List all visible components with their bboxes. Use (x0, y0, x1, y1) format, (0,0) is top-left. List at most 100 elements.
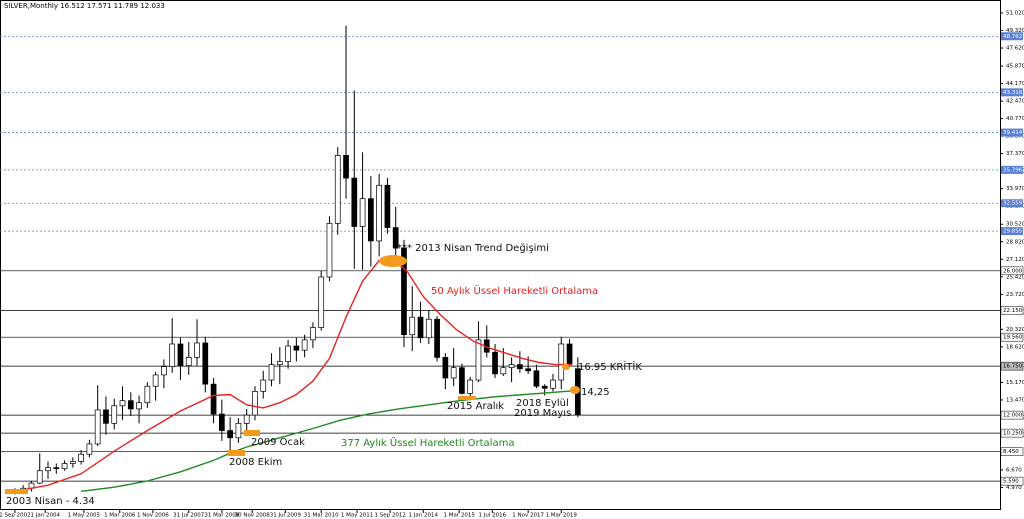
candle-body (541, 385, 548, 389)
x-tick-label: 1 Mar 2015 (443, 513, 475, 519)
level-label: 48.762 (1003, 34, 1022, 40)
x-tick-label: 1 Jan 2014 (409, 513, 439, 519)
candle-body (235, 422, 242, 439)
highlight (5, 489, 28, 494)
candle-body (500, 367, 507, 375)
y-tick-label: 40.770 (1006, 116, 1024, 122)
y-tick-label: 15.170 (1006, 380, 1024, 386)
candle-body (86, 443, 93, 455)
x-tick-label: 1 May 2005 (68, 513, 101, 519)
x-tick-label: 31 Jul 2007 (173, 513, 205, 519)
annotation: 2015 Aralık (447, 401, 504, 412)
candle-body (459, 367, 465, 394)
candle-body (111, 405, 118, 424)
x-tick-label: 1 Jul 2016 (478, 513, 506, 519)
y-tick-label: 18.620 (1006, 344, 1024, 350)
candle-body (152, 374, 159, 387)
x-tick-label: 1 Mar 2019 (546, 513, 578, 519)
candle-body (417, 316, 424, 339)
chart-header: SILVER,Monthly 16.512 17.571 11.789 12.0… (4, 2, 165, 10)
candle-body (78, 453, 84, 462)
y-tick-label: 20.320 (1006, 327, 1024, 333)
level-label-box (1000, 332, 1024, 342)
level-label-box (1000, 361, 1024, 371)
level-label: 22.150 (1003, 308, 1023, 314)
candle-body (285, 345, 291, 362)
highlight (379, 255, 407, 267)
x-tick-label: 31 Mar 2008 (204, 513, 239, 519)
x-tick-label: 1 Nov 2006 (137, 513, 169, 519)
level-label: 12.000 (1003, 413, 1023, 419)
candle-body (36, 470, 43, 484)
level-label: 19.560 (1003, 335, 1023, 341)
candle-body (384, 184, 391, 228)
x-tick-label: 1 May 2011 (341, 513, 373, 519)
candle-body (161, 366, 167, 376)
candle-body (268, 364, 275, 381)
x-tick-label: 1 Jan 2004 (31, 513, 61, 519)
candle-body (144, 385, 151, 404)
annotation: 2009 Ocak (251, 437, 305, 448)
level-label: 10.250 (1003, 431, 1023, 437)
level-label: 35.796 (1003, 167, 1023, 173)
candle-body (467, 379, 474, 394)
y-tick-label: 42.470 (1006, 99, 1024, 105)
annotation: 2018 Eylül (516, 398, 569, 409)
candle-body (252, 391, 258, 416)
candle-body (136, 402, 142, 410)
y-tick-label: 25.420 (1006, 274, 1024, 280)
y-tick-label: 49.320 (1006, 28, 1024, 34)
candle-body (202, 342, 209, 385)
candle-body (359, 198, 366, 227)
candle-body (392, 227, 399, 249)
annotation: 50 Aylık Üssel Hareketli Ortalama (431, 284, 598, 297)
candle-body (310, 327, 316, 341)
candle-body (53, 467, 60, 470)
candle-body (334, 155, 341, 224)
level-label-box (1000, 410, 1024, 420)
level-label-box (1001, 165, 1023, 174)
level-label: 8.450 (1003, 449, 1019, 455)
candle-body (343, 155, 349, 179)
candle-body (103, 409, 109, 424)
candle-body (45, 467, 51, 472)
level-label: 29.855 (1003, 229, 1023, 235)
level-label-box (1000, 266, 1024, 276)
annotation: 16.95 KRİTİK (578, 360, 642, 373)
x-tick-label: 1 Nov 2017 (512, 513, 544, 519)
candle-body (326, 223, 333, 278)
candle-body (525, 368, 531, 372)
y-tick-label: 27.120 (1006, 257, 1024, 263)
annotation: *** 2013 Nisan Trend Değişimi (397, 242, 549, 254)
candle-body (185, 357, 192, 366)
x-tick-label: 1 Sep 2002 (0, 513, 31, 519)
candle-body (318, 276, 325, 328)
candle-body (492, 351, 498, 375)
level-label: 16.750 (1003, 364, 1023, 370)
candle-body (119, 400, 126, 407)
highlight (228, 450, 245, 456)
candle-body (401, 247, 407, 336)
candle-body (434, 318, 440, 358)
candle-body (508, 364, 515, 369)
level-label-box (1000, 306, 1024, 315)
level-label: 26.000 (1003, 268, 1023, 274)
candle-body (194, 342, 200, 358)
candle-body (566, 343, 573, 364)
candle-body (550, 379, 556, 389)
y-tick-label: 30.520 (1006, 222, 1024, 228)
plot-frame (0, 0, 1001, 510)
candle-body (301, 339, 308, 351)
candle-body (368, 198, 374, 242)
candle-body (169, 343, 176, 368)
y-tick-label: 23.720 (1006, 292, 1024, 298)
candle-body (425, 318, 432, 339)
candle-body (243, 414, 250, 424)
candle-body (409, 316, 416, 336)
level-label: 39.414 (1003, 130, 1023, 136)
candle-body (558, 343, 565, 381)
annotation: 2008 Ekim (229, 457, 282, 468)
annotation: 2019 Mayıs (514, 408, 571, 419)
level-label-box (1000, 476, 1024, 486)
y-tick-label: 4.970 (1006, 485, 1022, 491)
